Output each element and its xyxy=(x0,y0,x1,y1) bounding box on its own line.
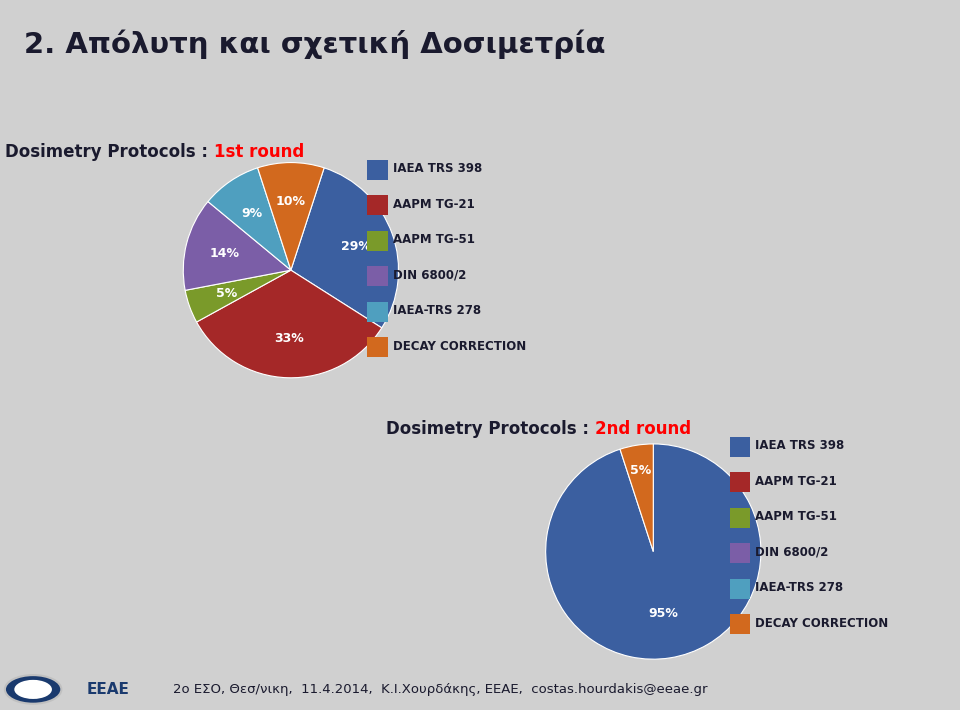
Text: IAEA-TRS 278: IAEA-TRS 278 xyxy=(756,581,844,594)
Text: IAEA-TRS 278: IAEA-TRS 278 xyxy=(393,305,481,317)
Text: AAPM TG-21: AAPM TG-21 xyxy=(756,475,837,488)
Wedge shape xyxy=(183,202,291,290)
Bar xyxy=(730,472,751,492)
Circle shape xyxy=(5,675,61,704)
Text: 33%: 33% xyxy=(274,332,303,345)
Bar xyxy=(368,266,388,286)
Text: 5%: 5% xyxy=(630,464,651,477)
Text: AAPM TG-51: AAPM TG-51 xyxy=(393,234,475,246)
Bar xyxy=(730,543,751,563)
Text: 1st round: 1st round xyxy=(214,143,304,161)
Text: AAPM TG-21: AAPM TG-21 xyxy=(393,198,475,211)
Text: IAEA TRS 398: IAEA TRS 398 xyxy=(393,163,482,175)
Text: DIN 6800/2: DIN 6800/2 xyxy=(393,269,467,282)
Circle shape xyxy=(14,680,52,699)
Wedge shape xyxy=(545,444,761,659)
Wedge shape xyxy=(185,271,291,322)
Bar xyxy=(368,302,388,322)
Text: DECAY CORRECTION: DECAY CORRECTION xyxy=(393,340,526,353)
Bar xyxy=(730,579,751,599)
Text: 5%: 5% xyxy=(216,287,237,300)
Text: 2nd round: 2nd round xyxy=(595,420,691,438)
Text: Dosimetry Protocols : 1st round: Dosimetry Protocols : 1st round xyxy=(127,143,425,161)
Wedge shape xyxy=(197,271,382,378)
Text: 2o ΕΣΟ, Θεσ/νικη,  11.4.2014,  Κ.Ι.Χουρδάκης, ΕΕΑΕ,  costas.hourdakis@eeae.gr: 2o ΕΣΟ, Θεσ/νικη, 11.4.2014, Κ.Ι.Χουρδάκ… xyxy=(173,683,708,697)
Bar xyxy=(730,508,751,528)
Bar xyxy=(368,195,388,215)
Text: 29%: 29% xyxy=(341,241,371,253)
Bar xyxy=(368,337,388,357)
Text: EEAE: EEAE xyxy=(86,682,130,697)
Wedge shape xyxy=(208,168,291,271)
Wedge shape xyxy=(257,163,324,271)
Text: DECAY CORRECTION: DECAY CORRECTION xyxy=(756,617,889,630)
Text: 95%: 95% xyxy=(648,607,678,620)
Bar xyxy=(730,437,751,457)
Text: Dosimetry Protocols :: Dosimetry Protocols : xyxy=(387,420,595,438)
Wedge shape xyxy=(620,444,654,552)
Wedge shape xyxy=(291,168,398,328)
Text: IAEA TRS 398: IAEA TRS 398 xyxy=(756,439,845,452)
Bar xyxy=(368,231,388,251)
Bar xyxy=(730,614,751,634)
Text: Dosimetry Protocols :: Dosimetry Protocols : xyxy=(6,143,214,161)
Text: 9%: 9% xyxy=(242,207,263,220)
Bar xyxy=(368,160,388,180)
Text: 2. Απόλυτη και σχετική Δοσιμετρία: 2. Απόλυτη και σχετική Δοσιμετρία xyxy=(24,30,606,59)
Text: 14%: 14% xyxy=(209,246,239,260)
Text: 10%: 10% xyxy=(276,195,306,208)
Text: AAPM TG-51: AAPM TG-51 xyxy=(756,510,837,523)
Text: DIN 6800/2: DIN 6800/2 xyxy=(756,546,828,559)
